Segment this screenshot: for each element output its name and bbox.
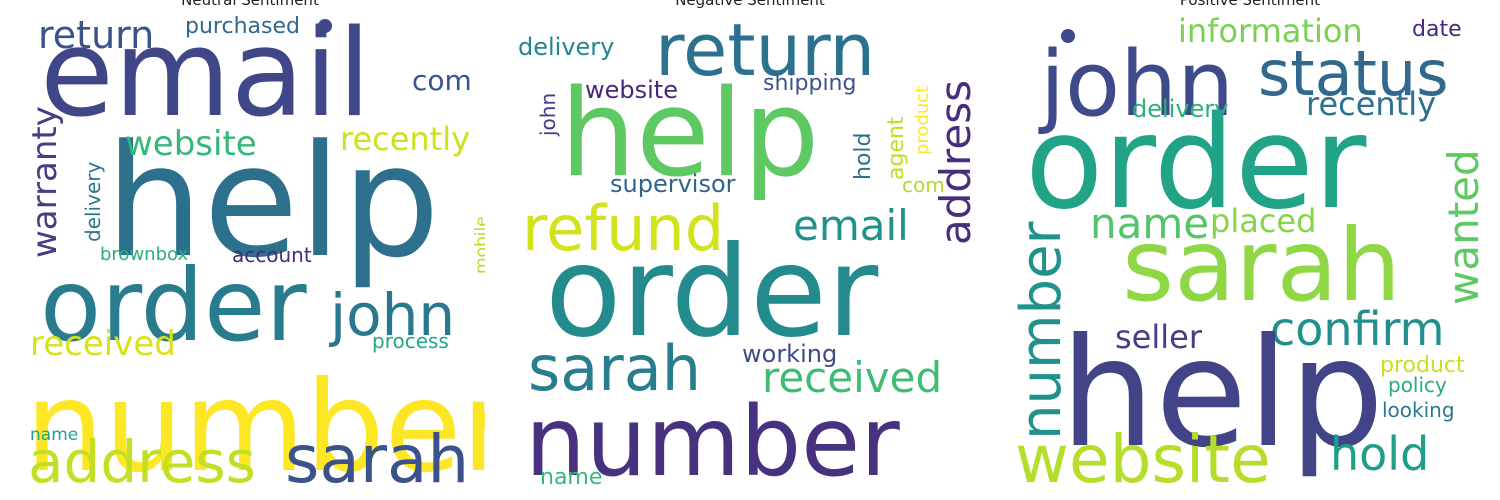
negative-word-agent: agent: [884, 116, 909, 180]
positive-word-product: product: [1380, 353, 1465, 378]
negative-word-delivery: delivery: [518, 33, 614, 61]
neutral-word-warranty: warranty: [25, 106, 65, 258]
neutral-word-delivery: delivery: [81, 162, 105, 242]
positive-title: Positive Sentiment: [1179, 0, 1321, 9]
negative-word-name: name: [540, 465, 602, 490]
neutral-word-account: account: [232, 243, 312, 267]
negative-word-refund: refund: [522, 192, 724, 265]
negative-word-supervisor: supervisor: [610, 170, 736, 198]
neutral-word-email: email: [40, 5, 371, 144]
negative-word-email: email: [793, 201, 909, 250]
positive-word-information: information: [1178, 12, 1363, 50]
neutral-panel: Neutral Sentiment: [15, 0, 485, 500]
negative-word-shipping: shipping: [763, 71, 856, 96]
neutral-word-brownbox: brownbox: [100, 244, 188, 265]
positive-panel: Positive Sentiment: [1015, 0, 1485, 500]
positive-word-policy: policy: [1388, 373, 1447, 397]
negative-word-order: order: [545, 220, 879, 365]
positive-word-number: number: [1009, 220, 1074, 440]
negative-word-help: help: [560, 65, 819, 204]
positive-word-seller: seller: [1115, 318, 1203, 356]
neutral-word-received: received: [30, 324, 176, 364]
neutral-word-recently: recently: [340, 120, 470, 158]
positive-word-recently: recently: [1306, 85, 1436, 123]
positive-word-website: website: [1015, 421, 1271, 498]
negative-word-sarah: sarah: [528, 332, 701, 405]
negative-word-john: john: [536, 93, 560, 137]
negative-word-hold: hold: [851, 133, 876, 180]
positive-word-hold: hold: [1330, 427, 1429, 481]
positive-word-help: help: [1060, 307, 1384, 481]
positive-word-wanted: wanted: [1439, 149, 1488, 305]
negative-word-working: working: [742, 340, 837, 368]
positive-word-name: name: [1090, 199, 1209, 248]
negative-word-return: return: [655, 8, 875, 92]
neutral-word-name: name: [30, 425, 78, 445]
neutral-word-process: process: [372, 329, 449, 353]
neutral-word-order: order: [40, 247, 308, 364]
positive-word-delivery: delivery: [1132, 95, 1228, 123]
neutral-word-john: john: [328, 281, 455, 349]
positive-word-john: john: [1038, 32, 1234, 137]
neutral-word-number: number: [25, 355, 513, 500]
neutral-word-purchased: purchased: [185, 14, 300, 39]
positive-dot-mark: [1061, 29, 1075, 43]
negative-word-received: received: [762, 353, 942, 402]
neutral-title: Neutral Sentiment: [181, 0, 319, 9]
negative-panel: Negative Sentiment: [515, 0, 985, 500]
positive-word-placed: placed: [1210, 202, 1316, 240]
neutral-word-com: com: [412, 64, 472, 97]
neutral-word-mobile: mobile: [472, 216, 492, 274]
positive-word-status: status: [1258, 37, 1449, 110]
negative-word-address: address: [931, 80, 980, 245]
neutral-word-return: return: [38, 13, 154, 57]
positive-word-date: date: [1412, 17, 1462, 42]
negative-word-com: com: [902, 173, 945, 197]
positive-word-order: order: [1025, 89, 1367, 238]
neutral-dot-mark: [318, 19, 332, 33]
neutral-word-address: address: [28, 428, 256, 496]
positive-word-confirm: confirm: [1270, 302, 1444, 356]
negative-word-number: number: [525, 386, 900, 498]
neutral-word-sarah: sarah: [285, 421, 469, 498]
neutral-word-website: website: [125, 124, 257, 164]
negative-word-product: product: [912, 86, 933, 155]
negative-word-website: website: [585, 76, 678, 104]
positive-word-looking: looking: [1382, 398, 1455, 422]
positive-word-sarah: sarah: [1122, 207, 1401, 324]
negative-title: Negative Sentiment: [675, 0, 825, 9]
neutral-word-help: help: [105, 111, 440, 292]
positive-cloud: information date john status delivery recentl…: [1009, 12, 1488, 498]
